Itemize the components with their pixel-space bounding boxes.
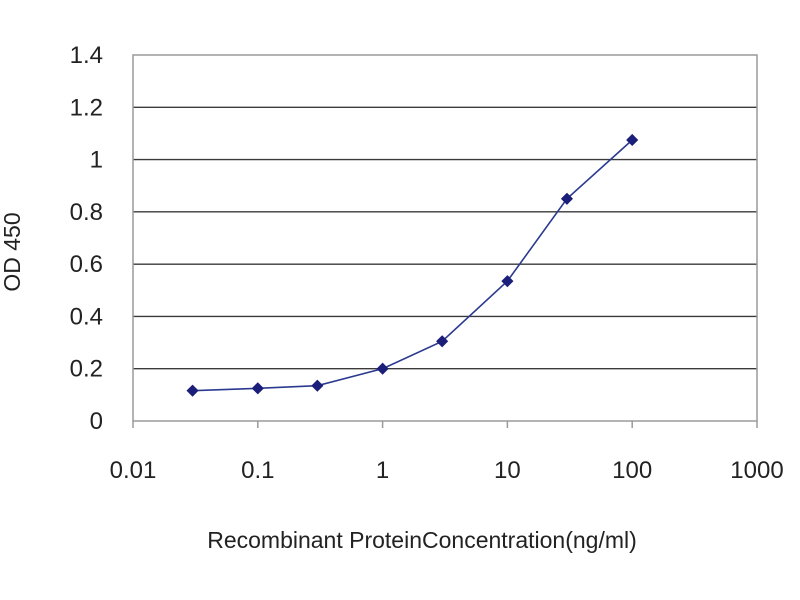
- y-tick-label: 0.2: [70, 356, 103, 383]
- y-tick-label: 0.6: [70, 251, 103, 278]
- y-tick-label: 0: [90, 408, 103, 435]
- data-point-marker: [436, 335, 449, 348]
- data-point-marker: [311, 379, 324, 392]
- data-series: [186, 133, 639, 397]
- y-axis-title: OD 450: [0, 212, 25, 291]
- y-tick-label: 0.8: [70, 199, 103, 226]
- plot-area-frame: [132, 54, 758, 422]
- data-point-marker: [251, 382, 264, 395]
- data-point-marker: [501, 275, 514, 288]
- y-tick-label: 1.4: [70, 42, 103, 69]
- y-tick-label: 1: [90, 147, 103, 174]
- x-tick-label: 0.01: [110, 457, 157, 484]
- x-tick-label: 100: [612, 457, 652, 484]
- y-tick-labels: 0 0.2 0.4 0.6 0.8 1 1.2 1.4: [70, 42, 103, 435]
- grid-lines: [133, 106, 757, 370]
- data-point-marker: [376, 362, 389, 375]
- x-tick-label: 1: [376, 457, 389, 484]
- data-point-marker: [626, 133, 639, 147]
- y-tick-label: 1.2: [70, 94, 103, 121]
- x-tick-label: 0.1: [241, 457, 274, 484]
- data-point-marker: [560, 192, 574, 205]
- y-tick-label: 0.4: [70, 303, 103, 330]
- series-line: [192, 139, 633, 392]
- x-axis-title: Recombinant ProteinConcentration(ng/ml): [207, 527, 637, 553]
- data-point-marker: [186, 384, 199, 397]
- x-tick-label: 1000: [730, 457, 783, 484]
- x-tick-marks: [132, 421, 758, 428]
- x-tick-label: 10: [494, 457, 521, 484]
- x-tick-labels: 0.01 0.1 1 10 100 1000: [110, 457, 784, 484]
